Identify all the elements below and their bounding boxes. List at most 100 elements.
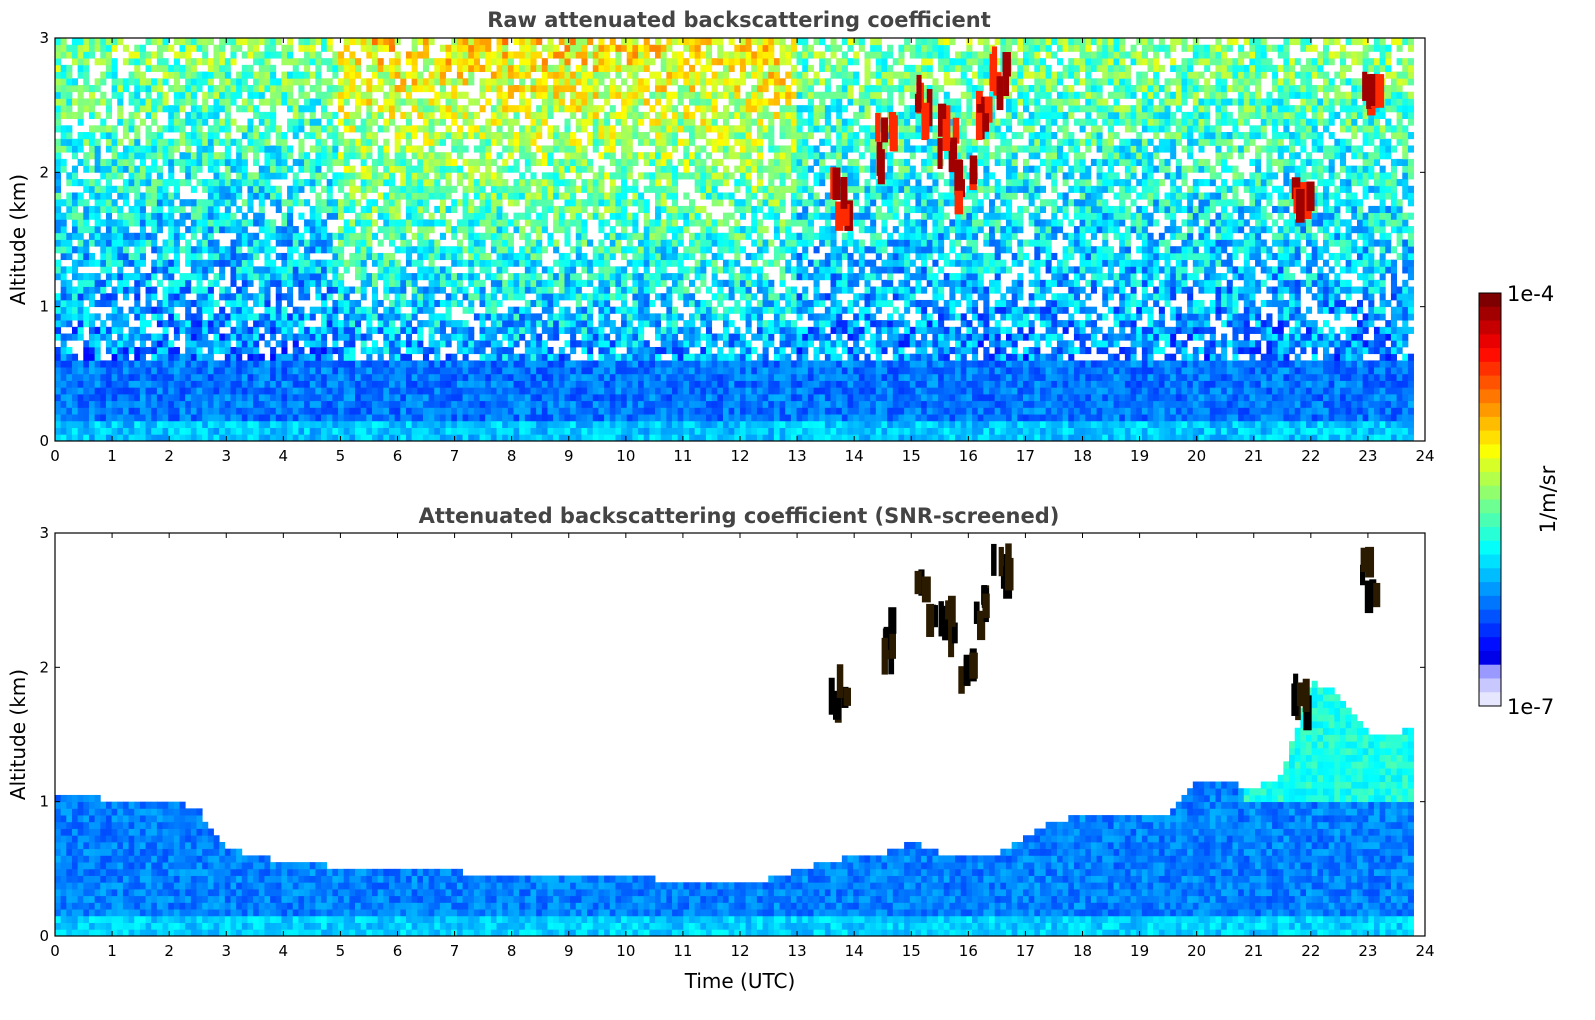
x-tick-label: 5 bbox=[336, 942, 346, 960]
x-tick-label: 0 bbox=[50, 942, 60, 960]
cloud-mark bbox=[1295, 188, 1305, 223]
colorbar-segment bbox=[1479, 637, 1501, 652]
cloud-mark bbox=[881, 637, 888, 675]
x-tick-label: 1 bbox=[107, 942, 117, 960]
cloud-mark bbox=[996, 76, 1004, 111]
cloud-mark bbox=[976, 610, 986, 641]
cloud-mark bbox=[1005, 557, 1014, 591]
cloud-mark bbox=[888, 112, 897, 139]
x-tick-label: 4 bbox=[279, 447, 289, 465]
x-tick-label: 24 bbox=[1415, 942, 1434, 960]
cloud-mark bbox=[926, 88, 933, 127]
x-tick-label: 9 bbox=[564, 942, 574, 960]
x-tick-label: 16 bbox=[959, 942, 978, 960]
cloud-mark bbox=[947, 595, 956, 627]
colorbar-segment bbox=[1479, 334, 1501, 349]
cloud-mark bbox=[1362, 71, 1368, 101]
x-tick-label: 8 bbox=[507, 942, 517, 960]
x-tick-label: 7 bbox=[450, 447, 460, 465]
colorbar-segment bbox=[1479, 389, 1501, 404]
colorbar-segment bbox=[1479, 458, 1501, 473]
cloud-mark bbox=[843, 687, 852, 706]
colorbar-segment bbox=[1479, 527, 1501, 542]
cloud-mark bbox=[1369, 73, 1378, 106]
heatmap-area-0 bbox=[55, 38, 1425, 441]
cloud-mark bbox=[1366, 74, 1372, 109]
cloud-mark bbox=[832, 690, 841, 720]
cloud-mark bbox=[937, 103, 947, 137]
panel-1: 0 1 2 3 4 5 6 7 8 9 10 11 12 13 14 15 16 17 18 19 20 21 22 23 24… bbox=[6, 524, 1435, 993]
cloud-mark bbox=[842, 204, 850, 226]
colorbar-segment bbox=[1479, 678, 1501, 693]
x-tick-label: 12 bbox=[730, 942, 749, 960]
cloud-mark bbox=[969, 155, 978, 185]
cloud-mark bbox=[982, 593, 990, 619]
x-tick-label: 23 bbox=[1358, 447, 1377, 465]
cloud-mark bbox=[881, 117, 888, 143]
x-tick-label: 5 bbox=[336, 447, 346, 465]
cloud-mark bbox=[1302, 678, 1310, 712]
x-tick-label: 18 bbox=[1073, 942, 1092, 960]
colorbar-segment bbox=[1479, 293, 1501, 308]
cloud-mark bbox=[1296, 682, 1306, 707]
cloud-mark bbox=[1291, 683, 1299, 716]
x-tick-label: 13 bbox=[788, 942, 807, 960]
cloud-mark bbox=[877, 149, 885, 185]
cloud-mark bbox=[888, 607, 897, 634]
x-tick-label: 12 bbox=[730, 447, 749, 465]
cloud-mark bbox=[889, 628, 897, 659]
y-tick-label: 3 bbox=[39, 524, 49, 542]
x-tick-label: 17 bbox=[1016, 942, 1035, 960]
x-tick-label: 21 bbox=[1244, 942, 1263, 960]
x-tick-label: 24 bbox=[1415, 447, 1434, 465]
cloud-mark bbox=[916, 74, 922, 110]
y-tick-label: 3 bbox=[39, 29, 49, 47]
cloud-mark bbox=[958, 666, 965, 694]
cloud-mark bbox=[948, 620, 955, 658]
cloud-mark bbox=[989, 53, 996, 92]
x-tick-label: 11 bbox=[673, 447, 692, 465]
cloud-mark bbox=[921, 576, 931, 603]
colorbar-segment bbox=[1479, 471, 1501, 487]
cloud-mark bbox=[1360, 564, 1366, 586]
cloud-mark bbox=[991, 543, 997, 576]
colorbar-segment bbox=[1479, 430, 1501, 445]
colorbar-frame bbox=[1478, 292, 1502, 707]
colorbar-segment bbox=[1479, 403, 1501, 418]
colorbar-segment bbox=[1479, 540, 1501, 556]
x-axis-label: Time (UTC) bbox=[684, 969, 796, 993]
x-tick-label: 2 bbox=[164, 942, 174, 960]
colorbar-segment bbox=[1479, 650, 1501, 666]
cloud-mark bbox=[969, 652, 978, 679]
x-tick-label: 15 bbox=[902, 942, 921, 960]
x-tick-label: 3 bbox=[221, 447, 231, 465]
x-tick-label: 18 bbox=[1073, 447, 1092, 465]
x-tick-label: 13 bbox=[788, 447, 807, 465]
x-tick-label: 17 bbox=[1016, 447, 1035, 465]
cloud-mark bbox=[923, 102, 930, 140]
colorbar-segment bbox=[1479, 664, 1501, 679]
x-tick-label: 6 bbox=[393, 942, 403, 960]
x-tick-label: 7 bbox=[450, 942, 460, 960]
y-axis-label: Altitude (km) bbox=[6, 669, 30, 800]
x-tick-label: 22 bbox=[1301, 447, 1320, 465]
x-tick-label: 2 bbox=[164, 447, 174, 465]
cloud-mark bbox=[984, 96, 993, 123]
cloud-mark bbox=[938, 601, 944, 637]
cloud-mark bbox=[1002, 52, 1011, 77]
cloud-mark bbox=[914, 570, 922, 595]
colorbar-segment bbox=[1479, 595, 1501, 611]
colorbar-segment bbox=[1479, 609, 1501, 624]
heatmap-area-1 bbox=[55, 533, 1425, 936]
cloud-mark bbox=[835, 201, 844, 231]
y-tick-label: 1 bbox=[39, 793, 49, 811]
x-tick-label: 15 bbox=[902, 447, 921, 465]
colorbar-segment bbox=[1479, 485, 1501, 500]
raw-panel-title: Raw attenuated backscattering coefficien… bbox=[487, 8, 991, 32]
colorbar-segment bbox=[1479, 444, 1501, 459]
y-axis-label: Altitude (km) bbox=[6, 174, 30, 305]
colorbar-segment bbox=[1479, 692, 1501, 707]
colorbar-max-label: 1e-4 bbox=[1507, 282, 1554, 306]
colorbar-segment bbox=[1479, 554, 1501, 569]
